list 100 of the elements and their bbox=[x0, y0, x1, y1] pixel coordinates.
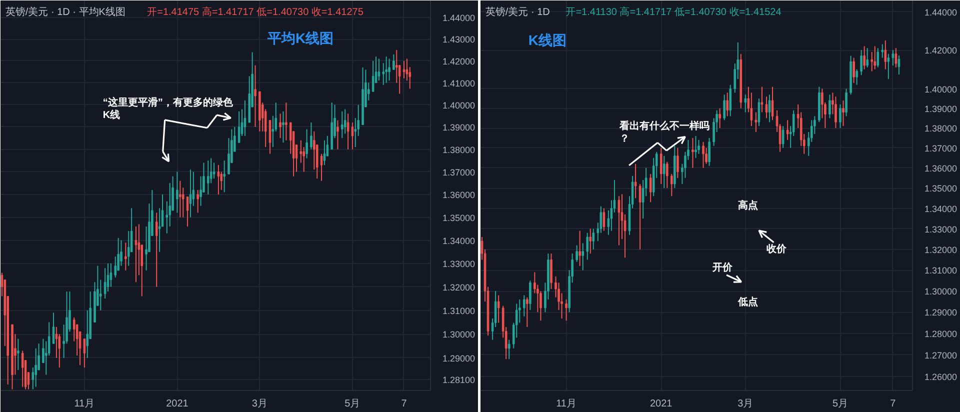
candlestick bbox=[320, 153, 323, 182]
candlestick bbox=[529, 280, 532, 311]
candlestick bbox=[127, 230, 130, 266]
candlestick bbox=[179, 180, 182, 218]
candlestick bbox=[782, 126, 784, 148]
candlestick bbox=[207, 160, 210, 195]
candlestick bbox=[842, 100, 844, 127]
candlestick bbox=[856, 68, 858, 86]
candlestick bbox=[874, 46, 876, 70]
candlestick bbox=[176, 171, 178, 214]
candlestick bbox=[508, 339, 510, 360]
candlestick bbox=[100, 279, 102, 311]
candlestick bbox=[723, 94, 726, 121]
y-tick-label: 1.36000 bbox=[924, 163, 958, 174]
candlestick bbox=[395, 50, 398, 84]
candlestick bbox=[238, 110, 240, 144]
candlestick bbox=[754, 112, 758, 132]
candlestick bbox=[372, 60, 374, 92]
candlestick bbox=[898, 54, 900, 76]
x-tick-label: 7 bbox=[890, 398, 896, 410]
candlestick bbox=[565, 298, 568, 322]
candlestick bbox=[313, 130, 316, 170]
candlestick bbox=[839, 104, 842, 129]
candlestick bbox=[718, 108, 721, 129]
candlestick bbox=[786, 120, 789, 140]
y-tick-label: 1.42000 bbox=[442, 56, 476, 66]
annotation: 平均K线图 bbox=[266, 30, 334, 46]
y-tick-label: 1.40000 bbox=[924, 84, 958, 94]
candlestick bbox=[341, 110, 344, 139]
candlestick bbox=[217, 164, 220, 195]
x-tick-label: 2021 bbox=[650, 398, 673, 410]
candlestick bbox=[638, 183, 642, 250]
y-tick-label: 1.30000 bbox=[924, 286, 958, 297]
y-tick-label: 1.32000 bbox=[924, 244, 958, 255]
candlestick bbox=[323, 140, 326, 166]
y-tick-label: 1.33000 bbox=[442, 258, 476, 269]
y-tick-label: 1.29000 bbox=[442, 353, 476, 364]
candlestick bbox=[388, 58, 390, 82]
candlestick bbox=[666, 161, 668, 189]
candlestick bbox=[158, 208, 161, 252]
candlestick bbox=[306, 128, 308, 159]
candlestick bbox=[592, 228, 595, 250]
candlestick bbox=[892, 50, 894, 66]
y-tick-label: 1.34000 bbox=[924, 204, 958, 214]
candlestick bbox=[392, 54, 395, 70]
candlestick bbox=[336, 120, 339, 150]
annotation: 低点 bbox=[737, 296, 758, 308]
candlestick bbox=[344, 108, 346, 134]
candlestick bbox=[578, 230, 581, 266]
candlestick bbox=[760, 86, 764, 113]
candlestick bbox=[876, 48, 880, 68]
candlestick bbox=[285, 102, 288, 141]
candlestick bbox=[634, 163, 637, 199]
y-tick-label: 1.37000 bbox=[442, 167, 476, 178]
y-tick-label: 1.44000 bbox=[924, 7, 958, 18]
candlestick bbox=[346, 113, 350, 150]
candlestick bbox=[866, 48, 868, 68]
y-tick-label: 1.35000 bbox=[924, 184, 958, 194]
text: 英镑/美元 · 1D bbox=[485, 6, 550, 18]
x-tick-label: 3月 bbox=[252, 398, 268, 410]
y-tick-label: 1.33000 bbox=[924, 224, 958, 234]
candlestick bbox=[694, 135, 697, 158]
y-tick-label: 1.29000 bbox=[924, 308, 958, 318]
candlestick bbox=[887, 53, 890, 80]
candlestick bbox=[602, 208, 606, 232]
candlestick bbox=[744, 94, 747, 113]
candlestick bbox=[378, 58, 380, 82]
candlestick bbox=[884, 40, 887, 70]
y-tick-label: 1.31000 bbox=[924, 266, 958, 276]
candlestick bbox=[200, 176, 202, 206]
x-tick-label: 5月 bbox=[832, 398, 848, 410]
y-tick-label: 1.39000 bbox=[442, 122, 476, 132]
annotation: 开价 bbox=[712, 262, 734, 274]
candlestick bbox=[828, 94, 831, 119]
y-tick-label: 1.41000 bbox=[442, 78, 476, 88]
candlestick bbox=[351, 122, 354, 150]
x-tick-label: 5月 bbox=[344, 398, 360, 410]
candlestick bbox=[21, 350, 24, 388]
x-tick-label: 2021 bbox=[166, 398, 189, 410]
y-tick-label: 1.38000 bbox=[924, 124, 958, 134]
y-tick-label: 1.44000 bbox=[442, 13, 476, 24]
candlestick bbox=[702, 141, 704, 168]
candlestick bbox=[526, 296, 528, 328]
candlestick bbox=[834, 96, 837, 129]
candlestick bbox=[86, 310, 89, 358]
candlestick bbox=[212, 162, 216, 180]
candlestick bbox=[72, 316, 76, 342]
candlestick bbox=[576, 244, 578, 262]
y-tick-label: 1.27000 bbox=[924, 350, 958, 360]
y-tick-label: 1.31000 bbox=[442, 306, 476, 316]
candlestick bbox=[254, 64, 256, 128]
candlestick bbox=[244, 100, 246, 136]
candlestick bbox=[692, 137, 694, 168]
candlestick bbox=[52, 312, 55, 344]
y-tick-label: 1.30000 bbox=[442, 330, 476, 340]
candlestick bbox=[729, 84, 732, 117]
x-tick-label: 11月 bbox=[74, 398, 95, 410]
candlestick bbox=[279, 113, 282, 139]
candlestick bbox=[282, 110, 284, 144]
y-tick-label: 1.38000 bbox=[442, 144, 476, 155]
